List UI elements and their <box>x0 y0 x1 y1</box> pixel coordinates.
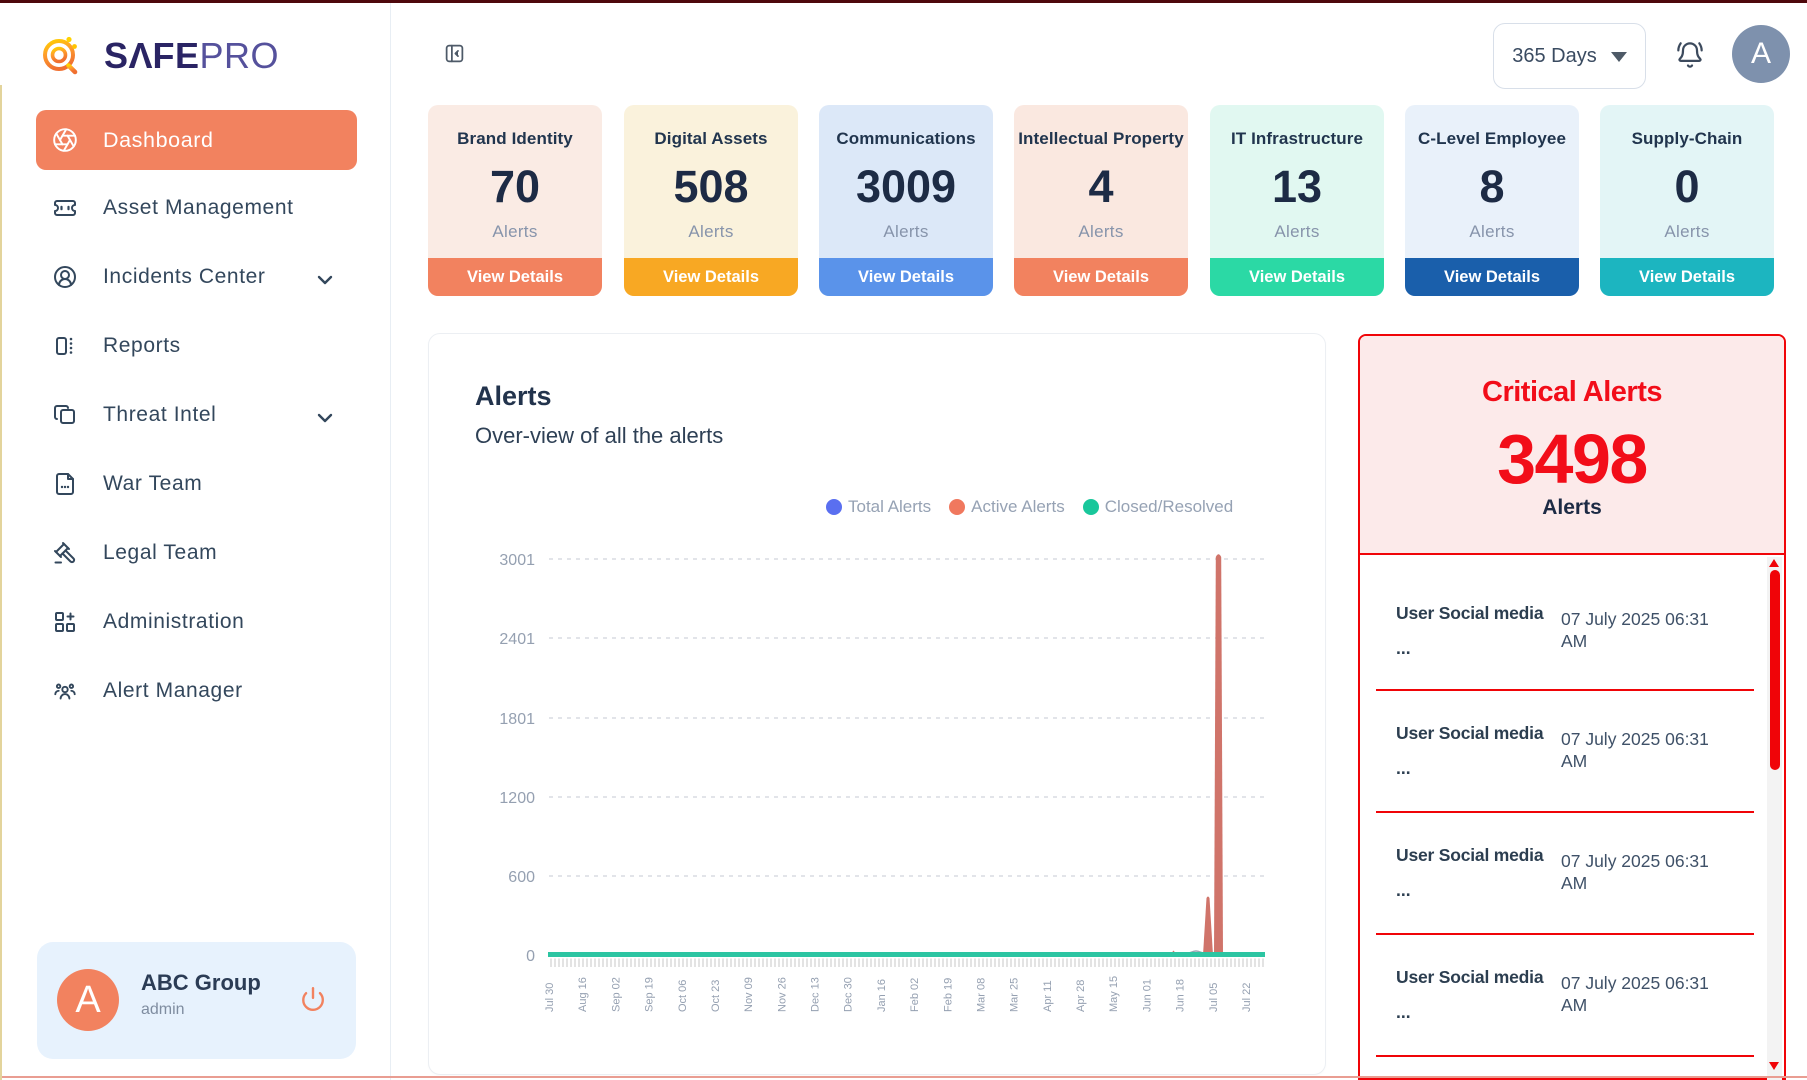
svg-text:Jul 22: Jul 22 <box>1241 983 1253 1012</box>
svg-text:Sep 02: Sep 02 <box>610 977 622 1012</box>
svg-text:600: 600 <box>508 869 535 886</box>
svg-text:Feb 02: Feb 02 <box>909 978 921 1012</box>
svg-text:Mar 25: Mar 25 <box>1009 978 1021 1012</box>
svg-text:Mar 08: Mar 08 <box>976 978 988 1012</box>
svg-text:Aug 16: Aug 16 <box>577 977 589 1012</box>
svg-text:Jul 30: Jul 30 <box>544 983 556 1012</box>
svg-text:Oct 23: Oct 23 <box>710 980 722 1012</box>
svg-text:2401: 2401 <box>499 631 535 648</box>
svg-text:Feb 19: Feb 19 <box>942 978 954 1012</box>
svg-text:Jun 01: Jun 01 <box>1141 979 1153 1012</box>
svg-text:Jun 18: Jun 18 <box>1175 979 1187 1012</box>
svg-text:0: 0 <box>526 948 535 965</box>
svg-text:1200: 1200 <box>499 790 535 807</box>
svg-text:Sep 19: Sep 19 <box>644 977 656 1012</box>
svg-text:Dec 30: Dec 30 <box>843 977 855 1012</box>
svg-text:1801: 1801 <box>499 711 535 728</box>
svg-text:Jul 05: Jul 05 <box>1208 983 1220 1012</box>
svg-text:3001: 3001 <box>499 552 535 569</box>
svg-text:Apr 28: Apr 28 <box>1075 980 1087 1012</box>
svg-text:Dec 13: Dec 13 <box>810 977 822 1012</box>
svg-text:Jan 16: Jan 16 <box>876 979 888 1012</box>
svg-text:May 15: May 15 <box>1108 976 1120 1012</box>
svg-text:Oct 06: Oct 06 <box>677 980 689 1012</box>
svg-text:Apr 11: Apr 11 <box>1042 980 1054 1012</box>
svg-text:Nov 09: Nov 09 <box>743 977 755 1012</box>
svg-text:Nov 26: Nov 26 <box>776 977 788 1012</box>
